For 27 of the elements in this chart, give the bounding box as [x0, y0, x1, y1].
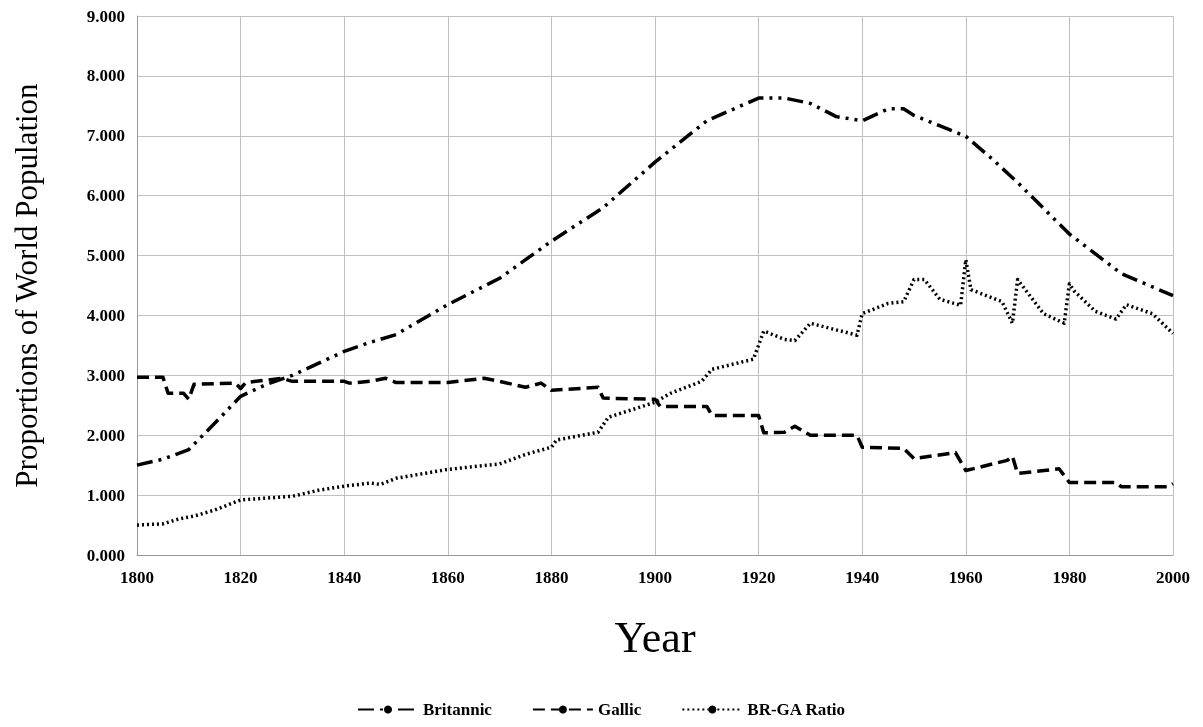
y-tick-label: 0.000: [86, 545, 125, 565]
x-tick-label: 1860: [430, 568, 465, 587]
x-tick-label: 2000: [1156, 568, 1190, 587]
y-tick-label: 1.000: [86, 485, 125, 505]
x-tick-label: 1820: [223, 568, 258, 587]
y-tick-label: 6.000: [86, 186, 125, 206]
x-axis-title: Year: [614, 612, 696, 662]
y-tick-label: 3.000: [86, 365, 125, 385]
legend-label: BR-GA Ratio: [747, 700, 846, 719]
y-tick-label: 5.000: [86, 246, 125, 266]
x-tick-label: 1840: [327, 568, 362, 587]
y-tick-label: 2.000: [86, 425, 125, 445]
legend-label: Gallic: [597, 700, 642, 719]
legend-label: Britannic: [422, 700, 493, 719]
line-series: [135, 258, 1175, 527]
x-tick-label: 1920: [741, 568, 776, 587]
x-tick-label: 1980: [1052, 568, 1087, 587]
y-tick-label: 8.000: [86, 66, 125, 86]
x-tick-label: 1940: [845, 568, 880, 587]
x-tick-label: 1960: [948, 568, 983, 587]
y-tick-label: 7.000: [86, 126, 125, 146]
y-tick-label: 4.000: [86, 305, 125, 325]
x-tick-label: 1900: [638, 568, 672, 587]
y-axis-title: Proportions of World Population: [9, 82, 44, 488]
y-tick-label: 9.000: [86, 6, 125, 26]
x-tick-label: 1880: [534, 568, 569, 587]
x-tick-label: 1800: [120, 568, 154, 587]
